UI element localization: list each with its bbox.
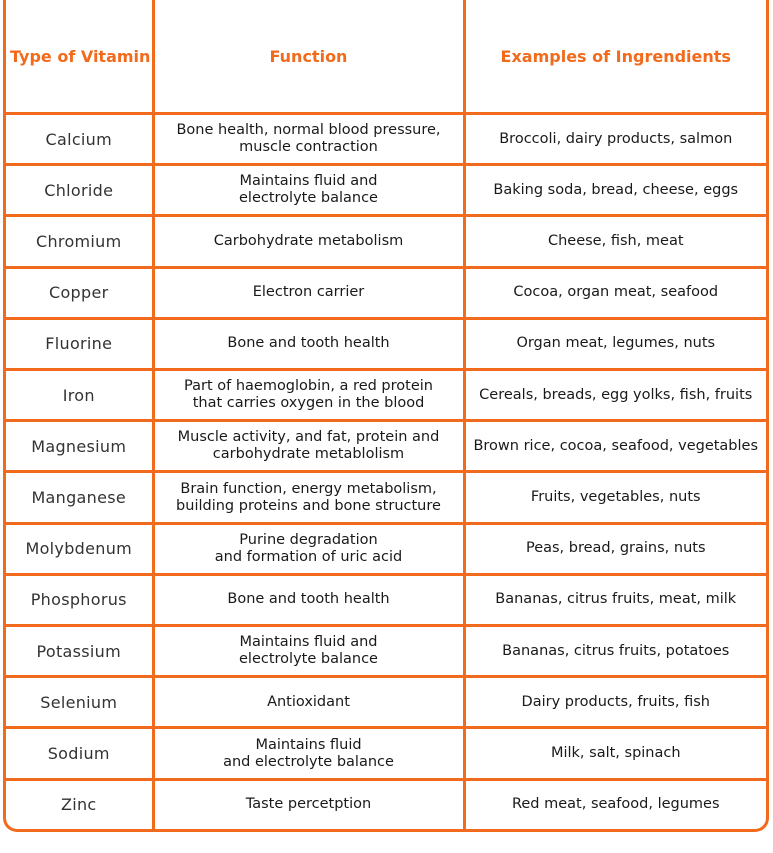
examples-cell: Broccoli, dairy products, salmon <box>462 111 766 167</box>
function-cell: Brain function, energy metabolism, buildi… <box>151 470 466 525</box>
examples-cell: Bananas, citrus fruits, meat, milk <box>462 572 766 628</box>
vitamin-name-cell: Potassium <box>6 624 155 679</box>
table-row: Manganese Brain function, energy metaboli… <box>6 470 766 525</box>
function-text-line: Bone health, normal blood pressure, <box>176 122 441 139</box>
function-text-line: building proteins and bone structure <box>176 497 441 514</box>
function-text-line: Antioxidant <box>267 693 350 710</box>
function-text-line: Electron carrier <box>252 284 365 301</box>
vitamin-name-cell: Phosphorus <box>6 572 155 628</box>
function-text-line: Carbohydrate metabolism <box>213 233 404 249</box>
vitamin-name-cell: Chloride <box>6 163 155 218</box>
examples-cell: Milk, salt, spinach <box>462 726 766 781</box>
function-text-line: muscle contraction <box>239 139 378 156</box>
vitamin-name-cell: Chromium <box>6 214 155 269</box>
examples-cell: Dairy products, fruits, fish <box>462 675 766 730</box>
function-cell: Maintains fluid and electrolyte balance <box>151 726 466 781</box>
function-text-line: electrolyte balance <box>239 190 378 207</box>
table-row: Sodium Maintains fluid and electrolyte bal… <box>6 726 766 781</box>
table-row: Selenium Antioxidant Dairy products, fruit… <box>6 675 766 730</box>
function-cell: Bone health, normal blood pressure, muscl… <box>151 111 466 167</box>
table-body: Calcium Bone health, normal blood pressur… <box>6 111 766 829</box>
table-row: Calcium Bone health, normal blood pressur… <box>6 111 766 167</box>
function-text-line: and electrolyte balance <box>223 753 394 770</box>
vitamin-name-cell: Molybdenum <box>6 521 155 576</box>
function-cell: Part of haemoglobin, a red protein that c… <box>151 368 466 423</box>
examples-cell: Peas, bread, grains, nuts <box>462 521 766 576</box>
function-cell: Bone and tooth health <box>151 572 466 628</box>
vitamin-name-cell: Manganese <box>6 470 155 525</box>
vitamin-table-frame: Type of Vitamin Function Examples of Ing… <box>3 0 769 832</box>
table-row: Magnesium Muscle activity, and fat, prote… <box>6 419 766 474</box>
function-text-line: Bone and tooth health <box>227 335 390 352</box>
examples-cell: Brown rice, cocoa, seafood, vegetables <box>462 419 766 474</box>
table-row: Molybdenum Purine degradation and formatio… <box>6 521 766 576</box>
function-text-line: Maintains fluid and <box>239 634 378 651</box>
function-cell: Purine degradation and formation of uric … <box>151 521 466 576</box>
function-text-line: Maintains fluid <box>255 736 362 753</box>
vitamin-name-cell: Iron <box>6 368 155 423</box>
vitamin-name-cell: Calcium <box>6 111 155 167</box>
function-text-line: Part of haemoglobin, a red protein <box>184 378 433 395</box>
function-cell: Bone and tooth health <box>151 316 466 372</box>
vitamin-name-cell: Fluorine <box>6 316 155 372</box>
examples-cell: Organ meat, legumes, nuts <box>462 316 766 372</box>
examples-cell: Cereals, breads, egg yolks, fish, fruits <box>462 368 766 423</box>
table-row: Potassium Maintains fluid and electrolyte … <box>6 624 766 679</box>
examples-cell: Baking soda, bread, cheese, eggs <box>462 163 766 218</box>
header-examples: Examples of Ingrendients <box>462 0 766 115</box>
function-text-line: that carries oxygen in the blood <box>192 395 425 412</box>
vitamin-table: Type of Vitamin Function Examples of Ing… <box>6 0 766 829</box>
examples-cell: Red meat, seafood, legumes <box>462 777 766 829</box>
vitamin-name-cell: Selenium <box>6 675 155 730</box>
table-row: Iron Part of haemoglobin, a red protein th… <box>6 368 766 423</box>
table-row: Fluorine Bone and tooth health Organ meat,… <box>6 316 766 372</box>
examples-cell: Bananas, citrus fruits, potatoes <box>462 624 766 679</box>
table-row: Zinc Taste percetption Red meat, seafood, … <box>6 777 766 829</box>
table-row: Chloride Maintains fluid and electrolyte b… <box>6 163 766 218</box>
vitamin-name-cell: Zinc <box>6 777 155 829</box>
function-cell: Maintains fluid and electrolyte balance <box>151 624 466 679</box>
function-text-line: Muscle activity, and fat, protein and <box>177 429 440 446</box>
vitamin-name-cell: Copper <box>6 265 155 320</box>
vitamin-name-cell: Sodium <box>6 726 155 781</box>
function-text-line: Bone and tooth health <box>227 591 390 608</box>
function-text-line: carbohydrate metablolism <box>212 446 405 463</box>
function-text-line: Taste percetption <box>245 796 372 813</box>
examples-cell: Cheese, fish, meat <box>462 214 766 269</box>
function-text-line: Maintains fluid and <box>239 173 378 190</box>
function-cell: Antioxidant <box>151 675 466 730</box>
header-vitamin: Type of Vitamin <box>6 0 155 115</box>
function-text-line: Purine degradation <box>239 531 378 548</box>
function-cell: Electron carrier <box>151 265 466 320</box>
table-row: Phosphorus Bone and tooth health Bananas, … <box>6 572 766 628</box>
function-text-line: electrolyte balance <box>239 651 378 668</box>
header-function: Function <box>151 0 466 115</box>
table-row: Copper Electron carrier Cocoa, organ meat,… <box>6 265 766 320</box>
header-row: Type of Vitamin Function Examples of Ing… <box>6 0 766 115</box>
function-cell: Taste percetption <box>151 777 466 829</box>
function-text-line: and formation of uric acid <box>214 548 403 565</box>
table-row: Chromium Carbohydrate metabolism Cheese, f… <box>6 214 766 269</box>
vitamin-name-cell: Magnesium <box>6 419 155 474</box>
function-text-line: Brain function, energy metabolism, <box>180 480 437 497</box>
examples-cell: Fruits, vegetables, nuts <box>462 470 766 525</box>
function-cell: Maintains fluid and electrolyte balance <box>151 163 466 218</box>
examples-cell: Cocoa, organ meat, seafood <box>462 265 766 320</box>
function-cell: Muscle activity, and fat, protein and car… <box>151 419 466 474</box>
function-cell: Carbohydrate metabolism <box>151 214 466 269</box>
